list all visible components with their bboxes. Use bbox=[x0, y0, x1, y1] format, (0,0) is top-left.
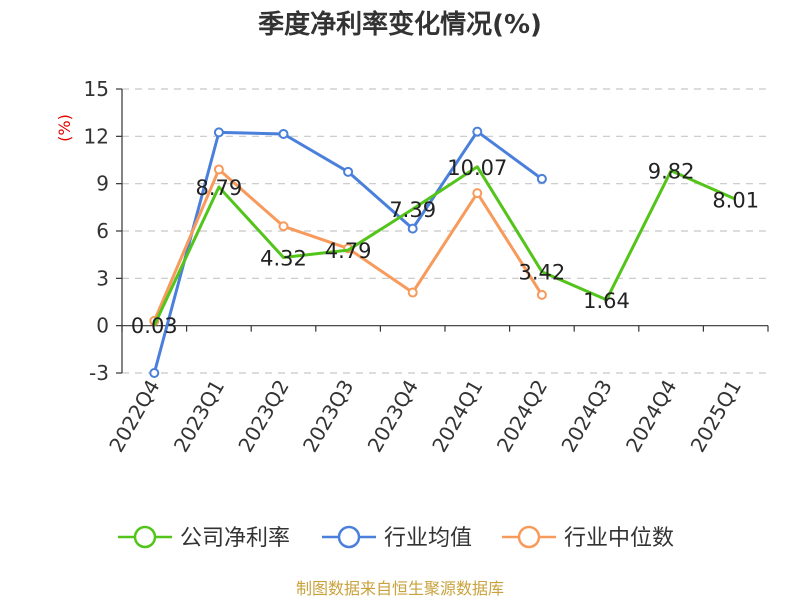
data-label: 7.39 bbox=[389, 198, 436, 222]
y-tick-label: 15 bbox=[84, 77, 109, 101]
series-point-2 bbox=[472, 188, 483, 199]
series-point-2 bbox=[407, 287, 418, 298]
legend-label-1: 行业均值 bbox=[384, 526, 472, 551]
series-point-2 bbox=[536, 289, 547, 300]
x-tick-label: 2023Q1 bbox=[169, 376, 229, 457]
data-label: 8.01 bbox=[712, 188, 759, 212]
legend-label-2: 行业中位数 bbox=[564, 526, 674, 551]
series-point-1 bbox=[278, 128, 289, 139]
data-label: 4.79 bbox=[325, 239, 372, 263]
x-tick-label: 2024Q4 bbox=[621, 376, 681, 457]
y-tick-label: 6 bbox=[96, 219, 109, 243]
data-label: 9.82 bbox=[648, 160, 695, 184]
x-tick-label: 2024Q2 bbox=[492, 376, 552, 457]
series-point-1 bbox=[213, 127, 224, 138]
series-point-2 bbox=[278, 221, 289, 232]
series-point-1 bbox=[149, 368, 160, 378]
y-tick-label: -3 bbox=[89, 361, 109, 385]
y-tick-label: 3 bbox=[96, 266, 109, 290]
series-point-1 bbox=[343, 166, 354, 177]
source-note: 制图数据来自恒生聚源数据库 bbox=[296, 579, 504, 598]
legend-marker-2 bbox=[517, 525, 541, 549]
x-tick-label: 2023Q2 bbox=[233, 376, 293, 457]
x-tick-label: 2023Q4 bbox=[363, 376, 423, 457]
data-label: 8.79 bbox=[196, 176, 243, 200]
x-tick-label: 2025Q1 bbox=[686, 376, 746, 457]
data-label: 3.42 bbox=[519, 261, 566, 285]
series-line-0 bbox=[152, 165, 737, 326]
data-label: 10.07 bbox=[447, 156, 507, 180]
data-label: 4.32 bbox=[260, 247, 307, 271]
y-tick-label: 12 bbox=[84, 124, 109, 148]
series-layer bbox=[149, 126, 737, 378]
series-point-2 bbox=[213, 164, 224, 175]
legend-marker-0 bbox=[133, 525, 157, 549]
data-label: 1.64 bbox=[583, 289, 630, 313]
y-tick-label: 9 bbox=[96, 172, 109, 196]
chart-title: 季度净利率变化情况(%) bbox=[258, 9, 542, 40]
series-point-1 bbox=[407, 223, 418, 234]
axes: -3 0 3 6 9 12 15 2022Q4 2023Q1 2023Q2 2023Q3 2023Q4… bbox=[84, 77, 769, 457]
series-point-1 bbox=[472, 126, 483, 137]
y-tick-label: 0 bbox=[96, 314, 109, 338]
legend: 公司净利率 行业均值 行业中位数 bbox=[118, 525, 674, 551]
x-tick-label: 2024Q1 bbox=[427, 376, 487, 457]
legend-marker-1 bbox=[337, 525, 361, 549]
data-label: 0.03 bbox=[131, 314, 178, 338]
x-tick-label: 2024Q3 bbox=[556, 376, 616, 457]
grid-lines bbox=[122, 88, 768, 374]
y-unit-label: (%) bbox=[55, 114, 74, 142]
series-point-1 bbox=[536, 173, 547, 184]
legend-label-0: 公司净利率 bbox=[180, 526, 290, 551]
x-tick-label: 2022Q4 bbox=[104, 376, 164, 457]
x-tick-label: 2023Q3 bbox=[298, 376, 358, 457]
data-labels: 0.03 8.79 4.32 4.79 7.39 10.07 3.42 1.64 9.82 8.0… bbox=[131, 156, 759, 338]
